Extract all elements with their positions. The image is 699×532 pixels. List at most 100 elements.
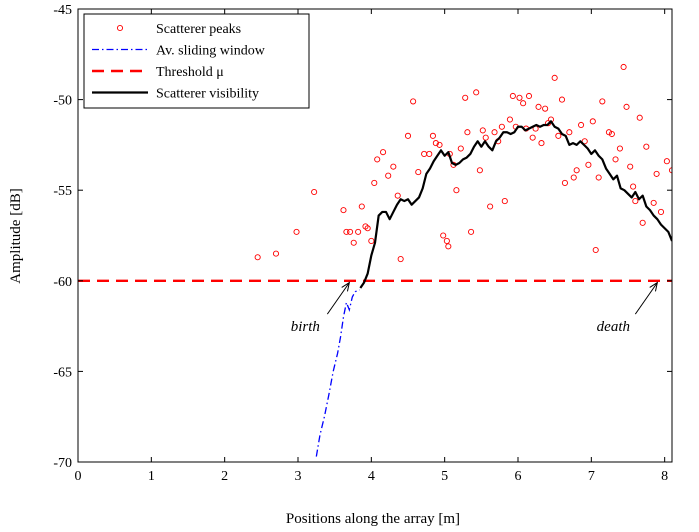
- x-tick-label: 2: [221, 469, 228, 484]
- scatter-point: [491, 129, 498, 136]
- scatter-point: [650, 199, 657, 206]
- y-tick-label: -50: [53, 94, 72, 109]
- scatter-point: [620, 63, 627, 71]
- x-axis-label: Positions along the array [m]: [286, 511, 460, 527]
- annotation-arrow: [634, 282, 658, 315]
- x-tick-label: 1: [148, 469, 155, 484]
- y-axis-label: Amplitude [dB]: [8, 188, 24, 283]
- scatter-point: [639, 219, 646, 226]
- scatter-point: [453, 187, 460, 194]
- scatter-point: [350, 239, 357, 246]
- scatter-point: [432, 140, 439, 147]
- y-tick-label: -55: [53, 184, 72, 199]
- scatter-point: [525, 92, 533, 100]
- scatter-point: [653, 170, 660, 177]
- scatter-point: [487, 203, 494, 210]
- scatter-point: [482, 134, 489, 141]
- scatter-point: [371, 179, 378, 186]
- scatter-point: [457, 145, 464, 152]
- legend: Scatterer peaks Av. sliding window Thresho…: [83, 13, 310, 109]
- legend-marker-circle: [116, 24, 124, 32]
- scatter-point: [643, 143, 650, 150]
- scatter-point: [632, 198, 639, 205]
- scatter-point: [374, 156, 381, 163]
- series-line-solid: [359, 120, 672, 289]
- scatter-point: [397, 256, 404, 263]
- scatter-point: [479, 127, 486, 134]
- scatter-point: [394, 192, 401, 199]
- scatter-point: [608, 130, 615, 138]
- scatter-point: [599, 98, 606, 105]
- scatter-point: [592, 246, 599, 254]
- scatter-point: [538, 140, 545, 147]
- scatter-point: [464, 129, 471, 136]
- scatter-point: [468, 228, 475, 235]
- x-tick-label: 3: [295, 469, 302, 484]
- y-tick-label: -65: [53, 365, 72, 380]
- x-tick-label: 8: [661, 469, 668, 484]
- scatter-point: [385, 172, 392, 179]
- scatter-point: [551, 74, 558, 81]
- scatter-point: [355, 228, 362, 235]
- scatter-point: [561, 179, 568, 186]
- scatter-point: [566, 129, 573, 136]
- scatter-point: [254, 254, 261, 261]
- scatter-point: [663, 158, 670, 165]
- scatter-point: [429, 132, 436, 139]
- plot-series-group: [78, 63, 672, 457]
- scatter-point: [555, 132, 562, 139]
- scatter-point: [542, 105, 549, 112]
- scatter-point: [558, 96, 566, 103]
- scatter-point: [293, 228, 300, 235]
- scatter-point: [340, 207, 347, 214]
- scatter-point: [509, 92, 516, 100]
- annotation-birth: birth: [291, 319, 320, 335]
- scatter-point: [443, 237, 450, 244]
- scatter-point: [616, 145, 623, 152]
- scatter-point: [272, 250, 280, 257]
- scatter-point: [311, 188, 318, 196]
- legend-label: Threshold μ: [156, 65, 224, 80]
- scatter-point: [368, 237, 375, 244]
- legend-label: Scatterer peaks: [156, 22, 241, 37]
- y-tick-label: -60: [53, 275, 72, 290]
- scatter-point: [570, 174, 577, 181]
- legend-label: Scatterer visibility: [156, 87, 259, 102]
- scatter-point: [657, 208, 665, 215]
- scatter-point: [612, 156, 619, 163]
- y-tick-label: -45: [53, 3, 72, 18]
- scatter-point: [581, 138, 588, 145]
- scatter-point: [589, 118, 596, 125]
- scatter-point: [415, 169, 422, 176]
- scatter-point: [440, 232, 447, 239]
- scatter-point: [410, 98, 417, 105]
- scatter-point: [473, 89, 480, 96]
- scatter-point: [529, 134, 536, 141]
- scatter-point: [630, 183, 637, 190]
- annotation-arrow: [326, 282, 350, 315]
- scatter-point: [506, 116, 513, 123]
- y-tick-label: -70: [53, 456, 72, 471]
- scatter-point: [445, 243, 452, 250]
- x-tick-label: 5: [441, 469, 448, 484]
- scatter-point: [364, 225, 371, 232]
- scatter-point: [595, 174, 602, 181]
- scatter-point: [390, 163, 397, 170]
- scatter-point: [380, 149, 387, 156]
- axes-frame: [77, 8, 673, 463]
- scatter-point: [498, 123, 505, 130]
- scatter-point: [578, 121, 585, 129]
- axes: 0 1 2 3 4 5 6 7 8 -70 -65 -60 -55 -50 -45: [53, 3, 673, 484]
- scatter-point: [436, 141, 443, 148]
- scatter-point: [573, 167, 580, 174]
- scatter-point: [347, 228, 354, 235]
- scatter-point: [343, 228, 350, 235]
- scatter-point: [535, 103, 542, 110]
- scatter-point: [623, 103, 630, 110]
- scatter-point: [462, 94, 469, 101]
- annotation-arrowhead: [649, 281, 659, 292]
- plot-area: [78, 63, 672, 457]
- scatter-point: [516, 94, 523, 101]
- scatter-point: [501, 198, 508, 205]
